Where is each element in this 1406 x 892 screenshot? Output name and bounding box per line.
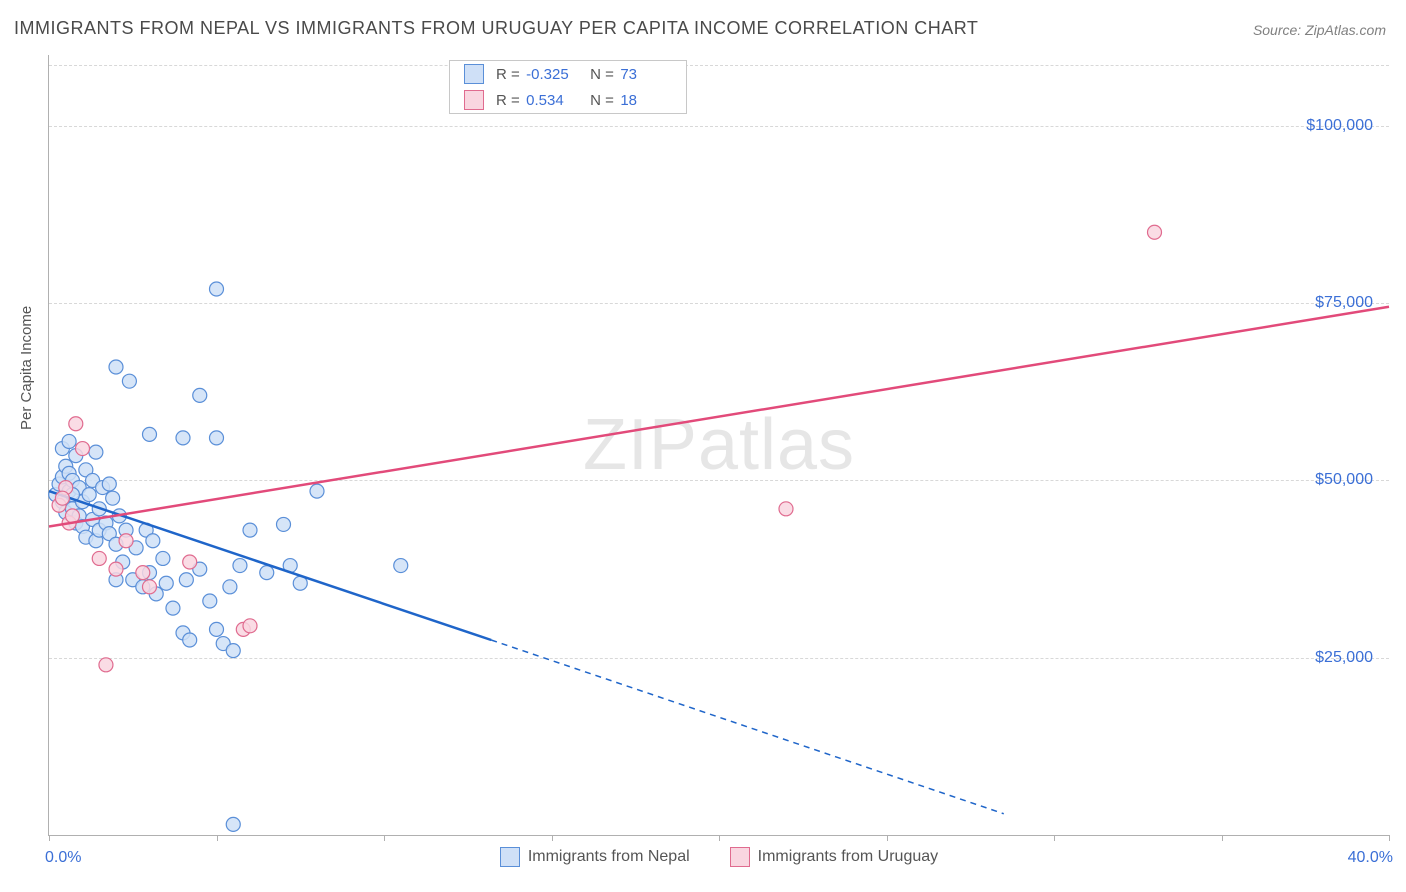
stats-legend-row-uruguay: R = 0.534 N = 18 [450, 87, 686, 113]
stats-legend: R = -0.325 N = 73 R = 0.534 N = 18 [449, 60, 687, 114]
plot-area: ZIPatlas R = -0.325 N = 73 R = 0.534 N =… [48, 55, 1389, 836]
stats-legend-row-nepal: R = -0.325 N = 73 [450, 61, 686, 87]
y-tick-label: $25,000 [1315, 649, 1373, 667]
scatter-svg [49, 55, 1389, 835]
legend-label-uruguay: Immigrants from Uruguay [758, 848, 939, 866]
chart-title: IMMIGRANTS FROM NEPAL VS IMMIGRANTS FROM… [14, 18, 978, 39]
y-tick-label: $75,000 [1315, 294, 1373, 312]
legend-label-nepal: Immigrants from Nepal [528, 848, 690, 866]
y-tick-label: $100,000 [1306, 117, 1373, 135]
swatch-uruguay [464, 90, 484, 110]
legend-item-uruguay: Immigrants from Uruguay [730, 847, 939, 867]
legend-item-nepal: Immigrants from Nepal [500, 847, 690, 867]
n-value-uruguay: 18 [620, 92, 672, 109]
series-legend: Immigrants from Nepal Immigrants from Ur… [49, 847, 1389, 867]
x-axis-start-label: 0.0% [45, 849, 81, 867]
swatch-nepal-bottom [500, 847, 520, 867]
x-axis-end-label: 40.0% [1348, 849, 1393, 867]
y-axis-label: Per Capita Income [18, 306, 35, 430]
swatch-uruguay-bottom [730, 847, 750, 867]
n-value-nepal: 73 [620, 66, 672, 83]
swatch-nepal [464, 64, 484, 84]
source-attribution: Source: ZipAtlas.com [1253, 22, 1386, 38]
r-value-nepal: -0.325 [526, 66, 578, 83]
y-tick-label: $50,000 [1315, 471, 1373, 489]
r-value-uruguay: 0.534 [526, 92, 578, 109]
